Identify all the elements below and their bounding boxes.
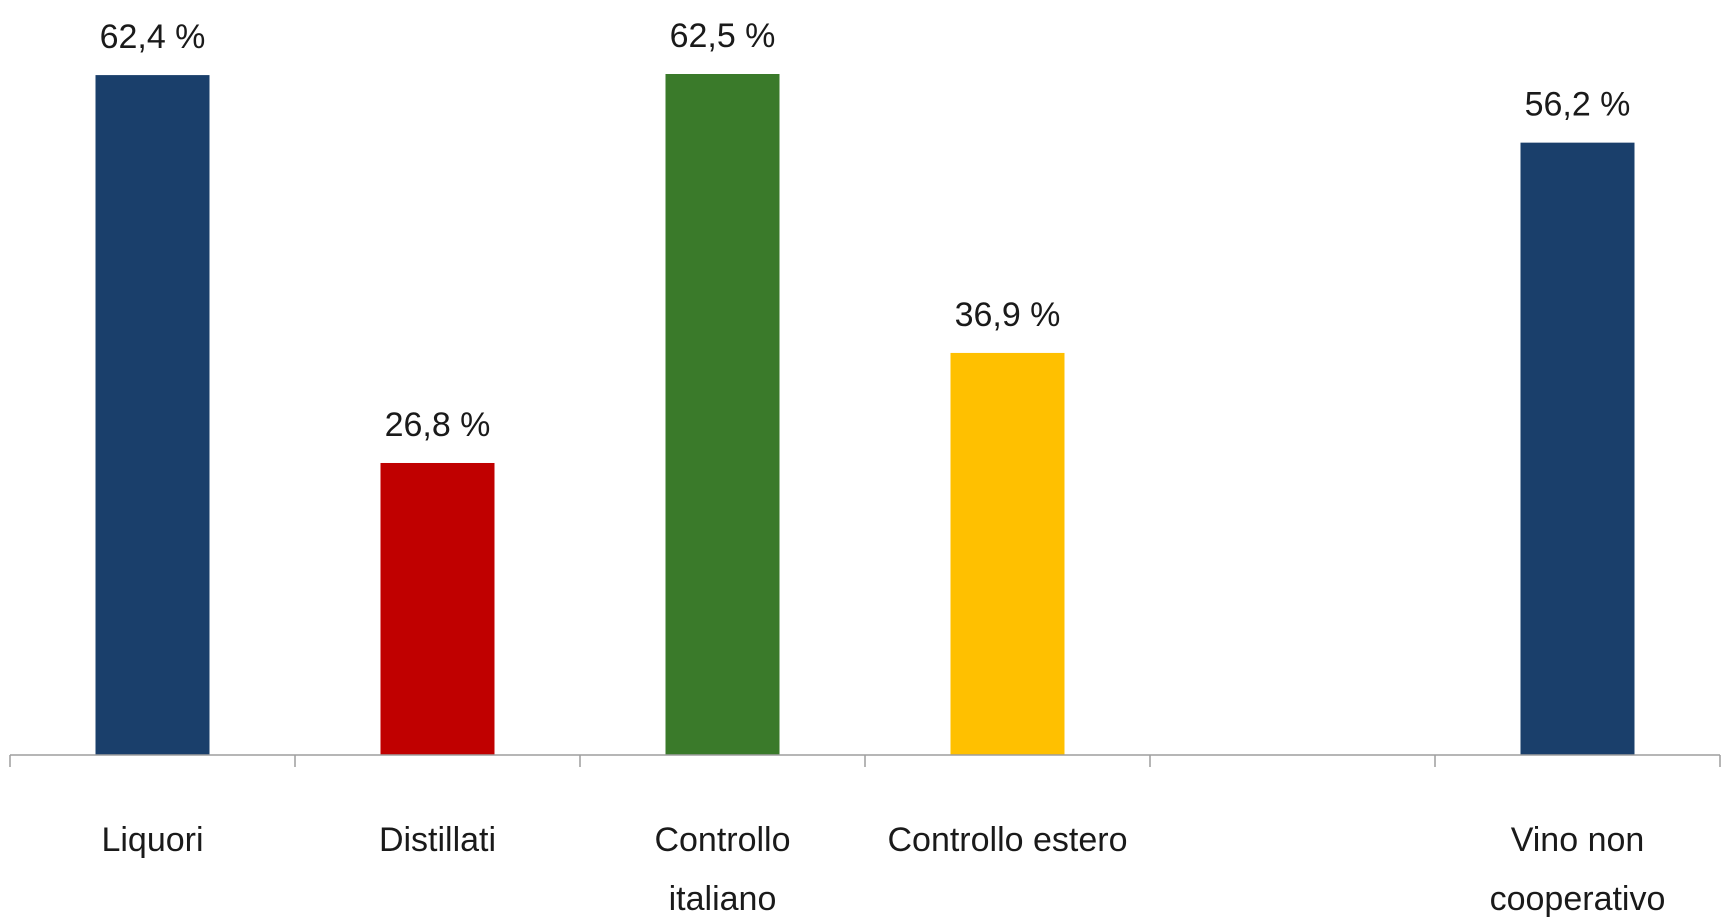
data-label-3: 36,9 % xyxy=(955,296,1061,334)
category-label-line: cooperativo xyxy=(1490,880,1666,918)
category-label-line: Vino non xyxy=(1511,821,1645,859)
bar-1 xyxy=(380,462,495,755)
data-label-5: 56,2 % xyxy=(1525,86,1631,124)
bars-layer xyxy=(95,74,1635,756)
bar-0 xyxy=(95,75,210,755)
category-label-line: Distillati xyxy=(379,821,496,859)
category-labels-layer: Liquori Distillati Controllo italianoContro… xyxy=(101,821,1665,918)
value-labels-layer: 62,4 % 26,8 % 62,5 % 36,9 % 56,2 % xyxy=(100,17,1631,444)
category-label-1: Distillati xyxy=(379,821,496,859)
data-label-2: 62,5 % xyxy=(670,17,776,55)
category-label-line: italiano xyxy=(669,880,777,918)
category-label-5: Vino non cooperativo xyxy=(1490,821,1666,918)
x-axis xyxy=(9,754,1721,767)
category-label-0: Liquori xyxy=(101,821,203,859)
data-label-1: 26,8 % xyxy=(385,406,491,444)
category-label-line: Liquori xyxy=(101,821,203,859)
bar-2 xyxy=(665,74,780,755)
category-label-2: Controllo italiano xyxy=(654,821,790,918)
bar-5 xyxy=(1520,142,1635,756)
category-label-line: Controllo xyxy=(654,821,790,859)
bar-3 xyxy=(950,352,1065,755)
category-label-line: Controllo estero xyxy=(887,821,1127,859)
category-label-3: Controllo estero xyxy=(887,821,1127,859)
data-label-0: 62,4 % xyxy=(100,18,206,56)
